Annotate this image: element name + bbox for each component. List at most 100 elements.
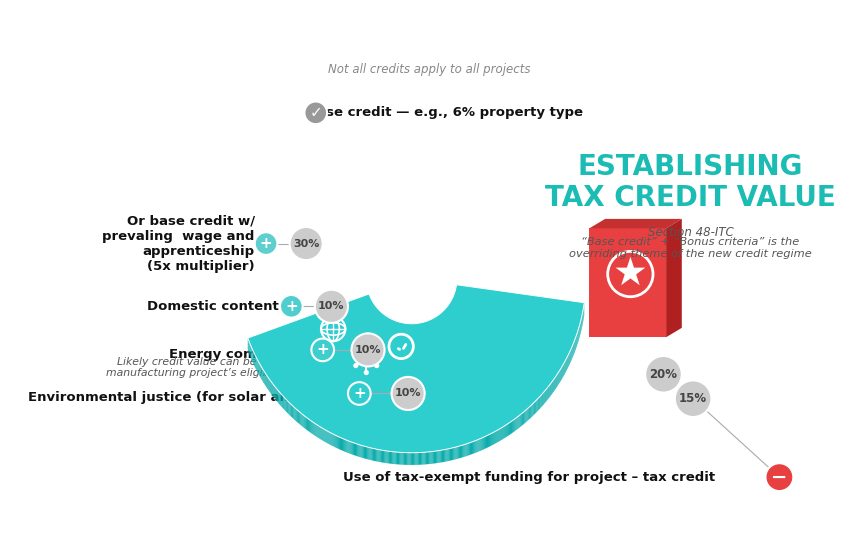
Text: ★: ★	[613, 255, 648, 293]
Polygon shape	[497, 430, 498, 442]
Polygon shape	[406, 452, 407, 465]
Polygon shape	[394, 408, 395, 421]
Polygon shape	[494, 432, 496, 444]
Polygon shape	[516, 418, 517, 430]
Polygon shape	[473, 441, 474, 453]
Polygon shape	[395, 408, 396, 421]
Polygon shape	[435, 451, 436, 463]
Polygon shape	[518, 416, 519, 428]
Polygon shape	[411, 431, 412, 443]
Polygon shape	[515, 418, 516, 431]
Polygon shape	[471, 442, 472, 455]
Polygon shape	[375, 427, 376, 439]
Polygon shape	[430, 452, 432, 464]
Polygon shape	[514, 419, 515, 432]
Polygon shape	[402, 409, 403, 421]
Polygon shape	[482, 438, 483, 450]
Polygon shape	[351, 418, 352, 431]
Polygon shape	[387, 407, 388, 419]
Polygon shape	[309, 285, 519, 388]
Polygon shape	[315, 424, 316, 437]
Polygon shape	[440, 428, 441, 440]
Polygon shape	[410, 431, 411, 443]
Polygon shape	[328, 406, 329, 419]
Polygon shape	[487, 435, 488, 448]
Polygon shape	[407, 409, 408, 421]
Polygon shape	[419, 452, 420, 465]
Polygon shape	[363, 446, 364, 458]
Polygon shape	[330, 432, 331, 445]
Polygon shape	[293, 406, 294, 419]
Polygon shape	[368, 447, 370, 460]
Polygon shape	[456, 424, 458, 436]
Polygon shape	[302, 413, 303, 427]
Polygon shape	[330, 407, 331, 420]
Polygon shape	[354, 420, 355, 433]
Polygon shape	[469, 419, 470, 432]
Polygon shape	[408, 409, 409, 421]
Polygon shape	[385, 429, 386, 441]
Polygon shape	[306, 417, 307, 430]
Polygon shape	[312, 421, 313, 434]
Polygon shape	[378, 427, 380, 440]
Polygon shape	[316, 424, 318, 438]
Polygon shape	[472, 418, 473, 430]
Polygon shape	[336, 411, 337, 423]
Polygon shape	[311, 421, 312, 434]
Polygon shape	[485, 411, 486, 424]
Polygon shape	[428, 452, 429, 464]
Polygon shape	[412, 409, 413, 421]
Polygon shape	[468, 419, 469, 432]
Polygon shape	[349, 441, 351, 454]
Polygon shape	[429, 430, 430, 442]
Polygon shape	[344, 415, 345, 428]
Polygon shape	[345, 440, 346, 452]
Polygon shape	[319, 426, 320, 439]
Polygon shape	[517, 417, 518, 430]
Polygon shape	[404, 409, 405, 421]
Polygon shape	[397, 452, 398, 464]
Text: Likely credit value can be 6-50% of
manufacturing project’s eligible base: Likely credit value can be 6-50% of manu…	[106, 356, 309, 378]
Polygon shape	[413, 409, 414, 421]
Polygon shape	[477, 416, 478, 429]
Polygon shape	[325, 429, 326, 442]
Polygon shape	[296, 408, 297, 421]
Polygon shape	[329, 407, 330, 419]
Polygon shape	[505, 425, 507, 438]
Polygon shape	[476, 416, 477, 429]
Circle shape	[675, 380, 711, 417]
Polygon shape	[374, 426, 375, 439]
Polygon shape	[482, 413, 483, 426]
Polygon shape	[420, 430, 421, 443]
Polygon shape	[310, 420, 311, 433]
Polygon shape	[484, 436, 486, 449]
Polygon shape	[479, 439, 480, 451]
Polygon shape	[481, 414, 482, 427]
Polygon shape	[393, 408, 394, 420]
Circle shape	[354, 363, 359, 368]
Text: 10%: 10%	[395, 389, 422, 399]
Polygon shape	[389, 407, 390, 419]
Text: 15%: 15%	[679, 392, 707, 405]
Polygon shape	[294, 407, 295, 420]
Polygon shape	[377, 449, 378, 462]
Text: Section 48-ITC: Section 48-ITC	[648, 226, 734, 239]
Polygon shape	[396, 408, 397, 421]
Polygon shape	[452, 425, 453, 438]
Circle shape	[348, 382, 371, 405]
Polygon shape	[346, 416, 347, 429]
Polygon shape	[403, 430, 404, 443]
Text: Not all credits apply to all projects: Not all credits apply to all projects	[328, 63, 530, 76]
Polygon shape	[434, 429, 435, 441]
Polygon shape	[390, 407, 391, 420]
Polygon shape	[355, 443, 356, 456]
Polygon shape	[314, 423, 315, 436]
Text: 10%: 10%	[318, 301, 345, 311]
Polygon shape	[382, 450, 383, 463]
Polygon shape	[475, 417, 476, 429]
Polygon shape	[414, 431, 415, 443]
Polygon shape	[387, 429, 388, 441]
Circle shape	[364, 370, 369, 375]
Circle shape	[314, 290, 348, 323]
Polygon shape	[343, 439, 344, 451]
